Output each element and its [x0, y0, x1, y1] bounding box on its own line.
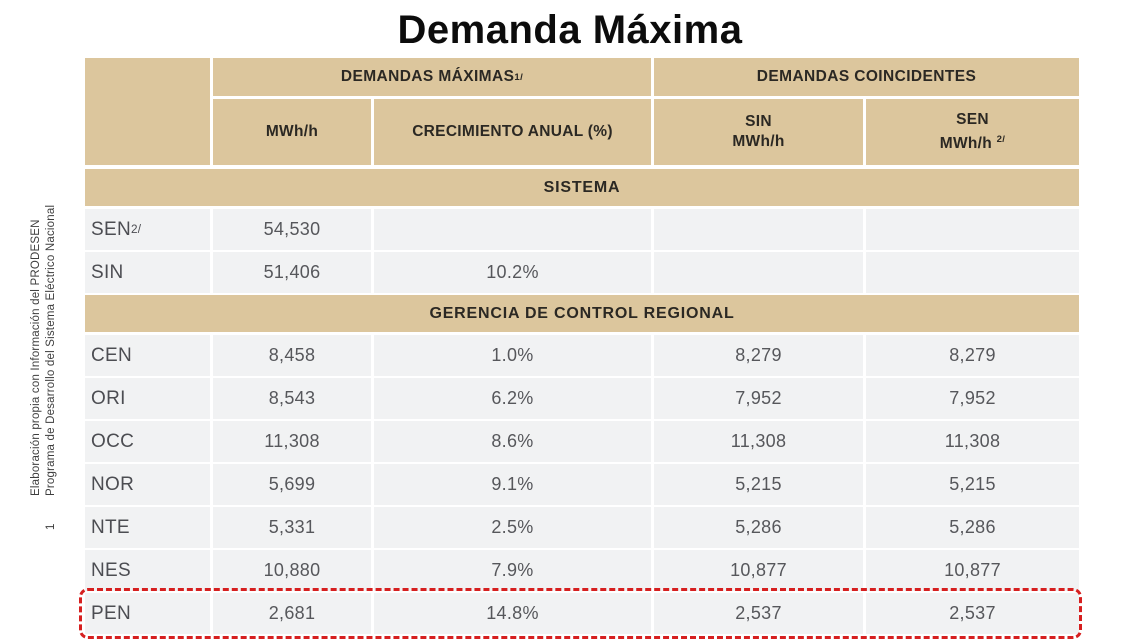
sen-cell: 8,279: [866, 335, 1079, 376]
row-label-cell: NES: [85, 550, 210, 591]
growth-cell: 6.2%: [374, 378, 651, 419]
sin-cell: 11,308: [654, 421, 863, 462]
table-row: ORI 8,543 6.2% 7,952 7,952: [85, 378, 1079, 419]
mwh-cell: 5,699: [213, 464, 371, 505]
mwh-cell: 54,530: [213, 209, 371, 250]
growth-cell: 1.0%: [374, 335, 651, 376]
unit-text: MWh/h: [939, 135, 993, 153]
column-header-unit: MWh/h: [732, 133, 785, 150]
growth-cell: [374, 209, 651, 250]
row-label: SIN: [91, 261, 124, 283]
table-body: SISTEMA SEN 2/54,530 SIN 51,406 10.2% GERENCIA…: [79, 169, 1082, 639]
footnote-marker: 1: [45, 523, 57, 530]
source-note-line2: 1 Programa de Desarrollo del Sistema Elé…: [44, 160, 59, 530]
row-label-cell: SIN: [85, 252, 210, 293]
sen-cell: [866, 252, 1079, 293]
sen-cell: [866, 209, 1079, 250]
row-label-cell: PEN: [85, 593, 210, 634]
column-header-unit: MWh/h 2/: [940, 130, 1006, 154]
column-header-sin: SIN MWh/h: [654, 99, 863, 165]
group-header-label: DEMANDAS MÁXIMAS: [340, 68, 515, 85]
row-label: NES: [91, 559, 131, 581]
table-header: DEMANDAS MÁXIMAS 1/ DEMANDAS COINCIDENTES…: [85, 58, 1079, 165]
row-label: PEN: [91, 602, 131, 624]
group-header-label: DEMANDAS COINCIDENTES: [756, 68, 977, 85]
mwh-cell: 5,331: [213, 507, 371, 548]
mwh-cell: 11,308: [213, 421, 371, 462]
sen-cell: 2,537: [866, 593, 1079, 634]
column-header-label: MWh/h: [265, 123, 319, 140]
column-header-crecimiento: CRECIMIENTO ANUAL (%): [374, 99, 651, 165]
mwh-cell: 51,406: [213, 252, 371, 293]
source-note-line1: Elaboración propia con Información del P…: [30, 219, 42, 496]
table-row: NES 10,880 7.9% 10,877 10,877: [85, 550, 1079, 591]
corner-cell: [85, 58, 210, 165]
sin-cell: 8,279: [654, 335, 863, 376]
growth-cell: 8.6%: [374, 421, 651, 462]
sin-cell: 5,215: [654, 464, 863, 505]
mwh-cell: 8,543: [213, 378, 371, 419]
column-header-label: CRECIMIENTO ANUAL (%): [412, 123, 613, 140]
source-note-line2-text: Programa de Desarrollo del Sistema Eléct…: [45, 204, 57, 496]
sin-cell: [654, 209, 863, 250]
row-label-cell: NTE: [85, 507, 210, 548]
column-header-label: SIN: [745, 113, 772, 130]
table-row: NOR 5,699 9.1% 5,215 5,215: [85, 464, 1079, 505]
footnote-sup: 2/: [130, 223, 142, 236]
group-header-demandas-coincidentes: DEMANDAS COINCIDENTES: [654, 58, 1079, 96]
sin-cell: 2,537: [654, 593, 863, 634]
growth-cell: 14.8%: [374, 593, 651, 634]
row-label-cell: OCC: [85, 421, 210, 462]
header-right: DEMANDAS MÁXIMAS 1/ DEMANDAS COINCIDENTES…: [213, 58, 1079, 165]
row-label-cell: SEN 2/: [85, 209, 210, 250]
row-label-cell: NOR: [85, 464, 210, 505]
sen-cell: 7,952: [866, 378, 1079, 419]
mwh-cell: 10,880: [213, 550, 371, 591]
sen-cell: 10,877: [866, 550, 1079, 591]
sub-header-row: MWh/h CRECIMIENTO ANUAL (%) SIN MWh/h SE…: [213, 99, 1079, 165]
page-title: Demanda Máxima: [397, 8, 743, 52]
mwh-cell: 8,458: [213, 335, 371, 376]
table-row: NTE 5,331 2.5% 5,286 5,286: [85, 507, 1079, 548]
demand-table: DEMANDAS MÁXIMAS 1/ DEMANDAS COINCIDENTES…: [79, 58, 1082, 639]
growth-cell: 9.1%: [374, 464, 651, 505]
sen-cell: 5,215: [866, 464, 1079, 505]
growth-cell: 7.9%: [374, 550, 651, 591]
mwh-cell: 2,681: [213, 593, 371, 634]
section-header: GERENCIA DE CONTROL REGIONAL: [85, 295, 1079, 332]
sen-cell: 11,308: [866, 421, 1079, 462]
section-header: SISTEMA: [85, 169, 1079, 206]
table-row: PEN 2,681 14.8% 2,537 2,537: [79, 588, 1082, 639]
footnote-sup: 1/: [514, 71, 524, 83]
group-header-demandas-maximas: DEMANDAS MÁXIMAS 1/: [213, 58, 651, 96]
sin-cell: 5,286: [654, 507, 863, 548]
row-label: NOR: [91, 473, 135, 495]
group-header-row: DEMANDAS MÁXIMAS 1/ DEMANDAS COINCIDENTES: [213, 58, 1079, 96]
column-header-mwh: MWh/h: [213, 99, 371, 165]
row-label-cell: ORI: [85, 378, 210, 419]
table-row: OCC 11,308 8.6% 11,308 11,308: [85, 421, 1079, 462]
row-label: ORI: [91, 387, 126, 409]
row-label: NTE: [91, 516, 130, 538]
row-label-cell: CEN: [85, 335, 210, 376]
table-row: CEN 8,458 1.0% 8,279 8,279: [85, 335, 1079, 376]
footnote-sup: 2/: [996, 133, 1006, 145]
column-header-label: SEN: [956, 110, 989, 128]
sin-cell: [654, 252, 863, 293]
sin-cell: 10,877: [654, 550, 863, 591]
sin-cell: 7,952: [654, 378, 863, 419]
row-label: OCC: [91, 430, 135, 452]
table-row: SIN 51,406 10.2%: [85, 252, 1079, 293]
source-note: Elaboración propia con Información del P…: [29, 160, 59, 530]
column-header-sen: SEN MWh/h 2/: [866, 99, 1079, 165]
sen-cell: 5,286: [866, 507, 1079, 548]
row-label: CEN: [91, 344, 133, 366]
row-label: SEN: [91, 218, 131, 240]
table-row: SEN 2/54,530: [85, 209, 1079, 250]
growth-cell: 10.2%: [374, 252, 651, 293]
growth-cell: 2.5%: [374, 507, 651, 548]
